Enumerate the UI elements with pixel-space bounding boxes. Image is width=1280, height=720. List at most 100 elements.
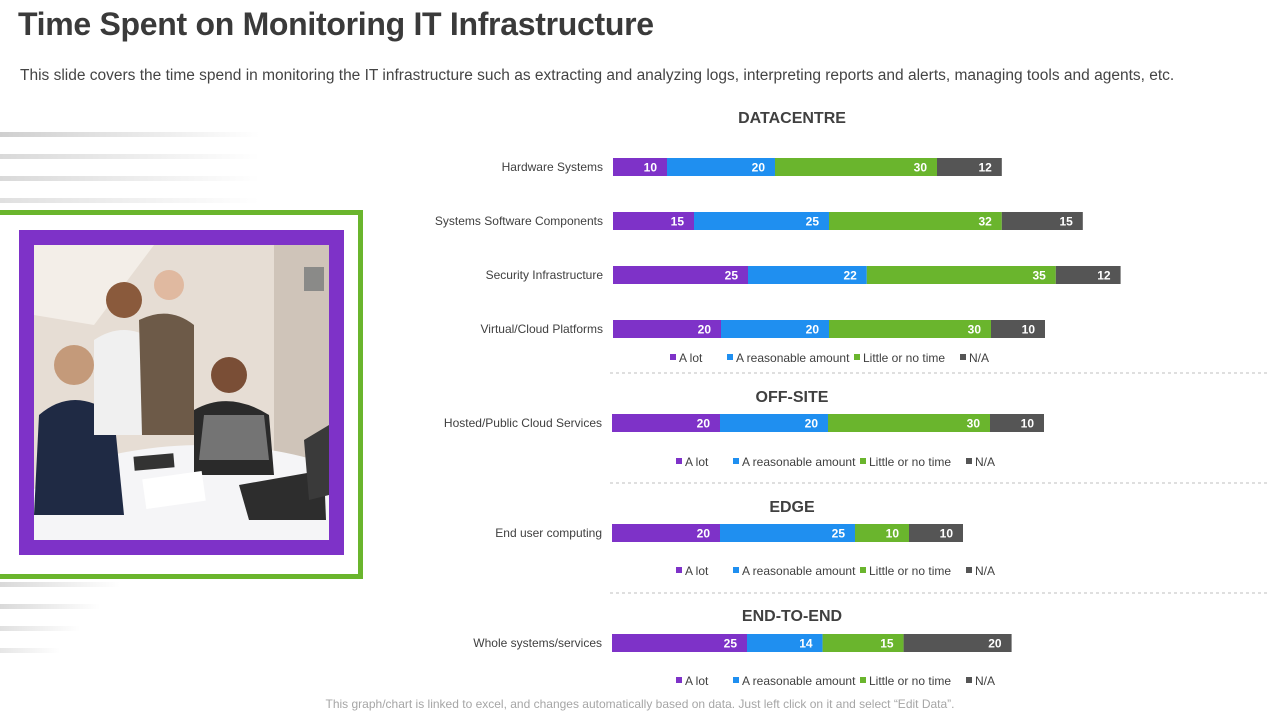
bar-segment [721,320,829,338]
data-label: 15 [671,215,685,229]
data-label: 20 [806,323,820,337]
legend-label: A reasonable amount [742,564,856,578]
bar-segment [1055,266,1121,284]
bar-segment [720,524,855,542]
photo-frame-green [0,210,363,579]
data-label: 10 [1022,323,1036,337]
legend-swatch [733,677,739,683]
legend-label: A lot [679,351,703,365]
data-label: 30 [914,161,928,175]
bar-segment [829,212,1002,230]
page-title: Time Spent on Monitoring IT Infrastructu… [18,6,654,42]
data-label: 30 [967,417,981,431]
data-label: 20 [697,417,711,431]
bar-segment [937,158,1002,176]
category-label: Hosted/Public Cloud Services [444,416,602,430]
legend-swatch [727,354,733,360]
chart-title: OFF-SITE [756,389,829,406]
data-label: 25 [806,215,820,229]
bar-segment [991,320,1045,338]
legend-label: A lot [685,674,709,688]
data-label: 35 [1032,269,1046,283]
legend-swatch [733,458,739,464]
data-label: 15 [1059,215,1073,229]
legend-swatch [860,458,866,464]
legend-swatch [860,677,866,683]
data-label: 20 [988,637,1002,651]
bar-segment [1001,212,1083,230]
data-label: 15 [880,637,894,651]
legend-label: Little or no time [869,674,951,688]
legend-label: Little or no time [863,351,945,365]
bar-segment [613,212,694,230]
bar-segment [866,266,1056,284]
chart-title: DATACENTRE [738,110,846,127]
chart-title: EDGE [769,499,815,516]
bar-segment [613,266,748,284]
category-label: Virtual/Cloud Platforms [481,322,604,336]
legend-swatch [676,567,682,573]
legend-label: A lot [685,455,709,469]
data-label: 32 [978,215,992,229]
legend-label: Little or no time [869,564,951,578]
legend-swatch [676,458,682,464]
bar-segment [612,524,720,542]
bar-segment [903,634,1012,652]
data-label: 10 [644,161,658,175]
legend-swatch [966,458,972,464]
bar-segment [747,634,823,652]
data-label: 12 [978,161,992,175]
bar-segment [909,524,963,542]
bar-segment [855,524,909,542]
legend-swatch [860,567,866,573]
legend-label: N/A [975,564,995,578]
bar-segment [667,158,775,176]
legend-swatch [966,567,972,573]
category-label: End user computing [495,526,602,540]
legend-swatch [676,677,682,683]
bar-segment [990,414,1044,432]
bar-segment [613,158,667,176]
data-label: 10 [886,527,900,541]
legend-label: A reasonable amount [736,351,850,365]
data-label: 20 [698,323,712,337]
data-label: 25 [724,637,738,651]
legend-label: A reasonable amount [742,674,856,688]
legend-swatch [966,677,972,683]
legend-swatch [854,354,860,360]
chart-title: END-TO-END [742,608,842,625]
data-label: 25 [832,527,846,541]
data-label: 10 [940,527,954,541]
bar-segment [612,634,747,652]
bar-segment [748,266,867,284]
bar-segment [775,158,937,176]
category-label: Security Infrastructure [486,268,604,282]
team-meeting-photo-illustration [34,245,329,540]
bar-segment [828,414,990,432]
bar-segment [829,320,991,338]
data-label: 22 [843,269,857,283]
data-label: 20 [697,527,711,541]
bar-segment [612,414,720,432]
legend-label: A lot [685,564,709,578]
bar-segment [613,320,721,338]
legend-swatch [670,354,676,360]
legend-label: A reasonable amount [742,455,856,469]
category-label: Hardware Systems [502,160,603,174]
page-subtitle: This slide covers the time spend in moni… [20,67,1175,84]
data-label: 14 [799,637,813,651]
data-label: 12 [1097,269,1111,283]
data-label: 20 [805,417,819,431]
data-label: 10 [1021,417,1035,431]
data-label: 25 [725,269,739,283]
data-label: 20 [752,161,766,175]
legend-label: N/A [975,455,995,469]
footer-note: This graph/chart is linked to excel, and… [325,697,955,711]
legend-label: N/A [975,674,995,688]
data-label: 30 [968,323,982,337]
bar-segment [822,634,904,652]
category-label: Whole systems/services [473,636,602,650]
legend-label: Little or no time [869,455,951,469]
category-label: Systems Software Components [435,214,603,228]
